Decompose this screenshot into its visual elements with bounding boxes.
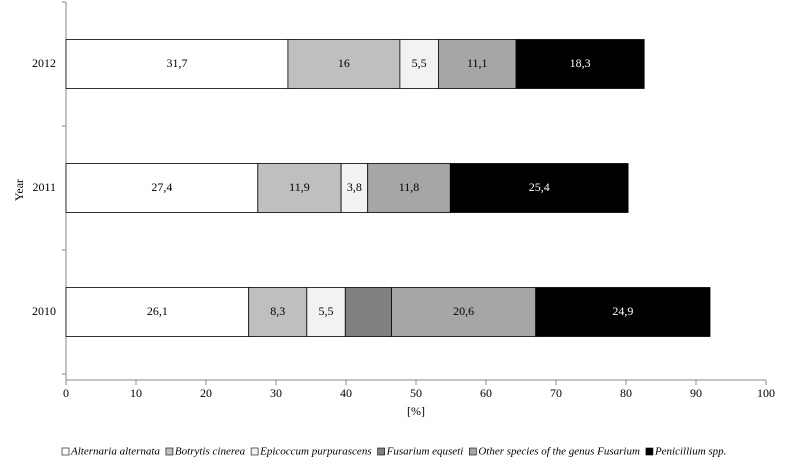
x-tick-label: 70 xyxy=(550,386,562,400)
data-label: 18,3 xyxy=(570,56,591,70)
x-tick-label: 60 xyxy=(480,386,492,400)
bar-segment xyxy=(344,287,392,337)
data-label: 25,4 xyxy=(529,180,550,194)
data-label: 27,4 xyxy=(151,180,172,194)
data-label: 24,9 xyxy=(612,304,633,318)
data-label: 5,5 xyxy=(319,304,334,318)
data-label: 3,8 xyxy=(347,180,362,194)
x-tick-label: 100 xyxy=(757,386,775,400)
data-label: 11,1 xyxy=(467,56,488,70)
bar-segment xyxy=(535,287,711,337)
y-axis-label: Year xyxy=(12,179,26,201)
x-tick-label: 40 xyxy=(340,386,352,400)
legend-marker xyxy=(377,447,385,456)
x-tick-label: 0 xyxy=(63,386,69,400)
legend-marker xyxy=(645,447,654,456)
data-label: 5,5 xyxy=(412,56,427,70)
bar-segment xyxy=(340,163,369,213)
legend-marker xyxy=(165,447,174,456)
bar-segment xyxy=(287,39,401,89)
bar-segment xyxy=(399,39,439,89)
x-tick-label: 80 xyxy=(620,386,632,400)
data-label: 31,7 xyxy=(166,56,187,70)
legend-label: Epicoccum purpurascens xyxy=(259,446,372,458)
legend-marker xyxy=(250,447,259,456)
legend-label: Botrytis cinerea xyxy=(175,446,246,458)
x-tick-label: 50 xyxy=(410,386,422,400)
y-tick-label: 2010 xyxy=(32,304,56,318)
y-tick-label: 2011 xyxy=(32,180,56,194)
y-tick-label: 2012 xyxy=(32,56,56,70)
data-label: 8,3 xyxy=(270,304,285,318)
bar-segment xyxy=(367,163,451,213)
data-label: 26,1 xyxy=(147,304,168,318)
bar-segment xyxy=(257,163,342,213)
legend-label: Penicillium spp. xyxy=(654,446,727,458)
legend-label: Other species of the genus Fusarium xyxy=(478,446,640,458)
x-tick-label: 30 xyxy=(270,386,282,400)
x-tick-label: 10 xyxy=(130,386,142,400)
x-tick-label: 20 xyxy=(200,386,212,400)
bar-segment xyxy=(65,163,259,213)
legend-marker xyxy=(469,447,477,456)
legend-label: Alternaria alternata xyxy=(70,446,160,458)
bar-segment xyxy=(65,287,250,337)
legend-marker xyxy=(61,447,70,456)
bar-segment xyxy=(449,163,629,213)
bar-segment xyxy=(65,39,289,89)
legend-label: Fusarium equseti xyxy=(386,446,464,458)
data-label: 11,9 xyxy=(289,180,310,194)
data-label: 20,6 xyxy=(453,304,474,318)
x-tick-label: 90 xyxy=(690,386,702,400)
data-label: 11,8 xyxy=(399,180,420,194)
bar-segment xyxy=(515,39,645,89)
data-label: 16 xyxy=(338,56,350,70)
x-axis-label: [%] xyxy=(407,404,425,418)
